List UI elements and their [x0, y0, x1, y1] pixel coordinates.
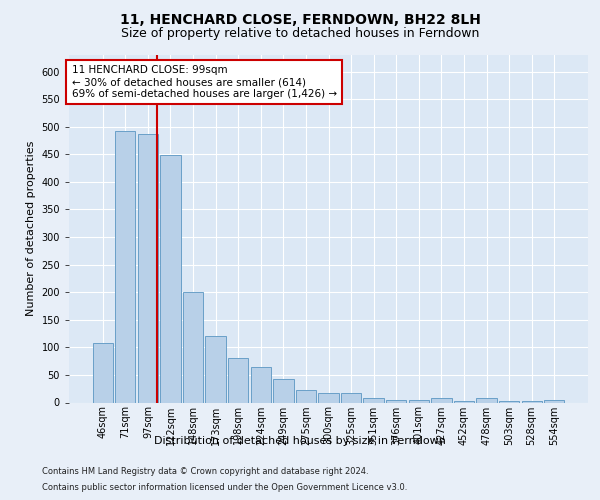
Bar: [251, 366, 271, 402]
Bar: [499, 401, 519, 402]
Bar: [296, 390, 316, 402]
Text: Contains public sector information licensed under the Open Government Licence v3: Contains public sector information licen…: [42, 484, 407, 492]
Text: Size of property relative to detached houses in Ferndown: Size of property relative to detached ho…: [121, 28, 479, 40]
Bar: [273, 380, 293, 402]
Bar: [476, 398, 497, 402]
Bar: [409, 400, 429, 402]
Bar: [544, 400, 565, 402]
Bar: [364, 398, 384, 402]
Bar: [521, 401, 542, 402]
Bar: [319, 392, 338, 402]
Bar: [183, 292, 203, 403]
Bar: [115, 130, 136, 402]
Bar: [341, 392, 361, 402]
Bar: [386, 400, 406, 402]
Bar: [160, 156, 181, 402]
Bar: [454, 401, 474, 402]
Bar: [431, 398, 452, 402]
Bar: [92, 344, 113, 402]
Text: 11 HENCHARD CLOSE: 99sqm
← 30% of detached houses are smaller (614)
69% of semi-: 11 HENCHARD CLOSE: 99sqm ← 30% of detach…: [71, 66, 337, 98]
Text: 11, HENCHARD CLOSE, FERNDOWN, BH22 8LH: 11, HENCHARD CLOSE, FERNDOWN, BH22 8LH: [119, 12, 481, 26]
Bar: [205, 336, 226, 402]
Text: Contains HM Land Registry data © Crown copyright and database right 2024.: Contains HM Land Registry data © Crown c…: [42, 468, 368, 476]
Bar: [138, 134, 158, 402]
Text: Distribution of detached houses by size in Ferndown: Distribution of detached houses by size …: [154, 436, 446, 446]
Bar: [228, 358, 248, 403]
Y-axis label: Number of detached properties: Number of detached properties: [26, 141, 36, 316]
